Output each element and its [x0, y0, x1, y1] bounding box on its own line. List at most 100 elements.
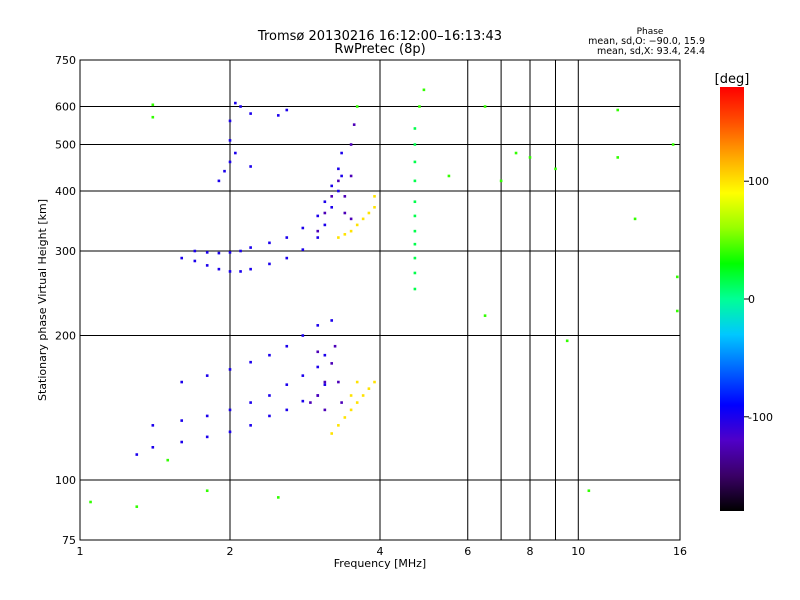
x-tick-label: 1: [77, 545, 84, 558]
data-point: [205, 414, 209, 418]
data-point: [330, 362, 334, 365]
data-point: [514, 151, 518, 155]
data-point: [499, 179, 503, 183]
colorbar-tick-label: 100: [748, 175, 769, 188]
data-point: [239, 105, 242, 108]
data-point: [413, 242, 417, 246]
data-point: [323, 408, 327, 412]
data-point: [418, 105, 421, 108]
data-point: [239, 249, 242, 253]
data-point: [361, 217, 365, 221]
colorbar-tick-label: -100: [748, 411, 773, 424]
data-point: [349, 229, 353, 233]
data-point: [316, 229, 320, 233]
data-point: [205, 264, 209, 267]
data-point: [565, 339, 569, 343]
y-axis: 75 100 200 300 400 500 600 750: [55, 54, 76, 547]
data-point: [316, 350, 320, 354]
data-point: [587, 489, 591, 493]
stats-title: Phase: [637, 27, 664, 37]
data-point: [343, 233, 347, 236]
data-point: [616, 156, 620, 159]
data-point: [355, 105, 359, 108]
data-point: [483, 314, 487, 317]
data-point: [228, 160, 232, 164]
y-tick-label: 200: [55, 330, 76, 343]
data-point: [285, 108, 289, 112]
data-point: [413, 160, 417, 164]
data-point: [413, 229, 417, 233]
data-point: [413, 127, 417, 130]
data-point: [205, 489, 209, 493]
data-point: [413, 271, 417, 275]
data-point: [316, 365, 320, 369]
data-point: [228, 430, 232, 434]
colorbar: [deg] 100 0 -100: [715, 72, 773, 511]
plot-points: [89, 88, 679, 508]
y-tick-label: 300: [55, 245, 76, 258]
y-tick-label: 75: [62, 534, 76, 547]
plot-grid: [80, 60, 680, 540]
data-point: [228, 251, 232, 254]
x-axis: 1 2 4 6 8 10 16: [77, 545, 688, 558]
data-point: [249, 401, 252, 404]
data-point: [337, 189, 340, 193]
data-point: [151, 446, 155, 449]
data-point: [193, 259, 197, 263]
data-point: [330, 184, 334, 188]
data-point: [413, 287, 417, 291]
data-point: [367, 211, 371, 215]
data-point: [228, 270, 232, 273]
data-point: [285, 383, 289, 386]
x-tick-label: 6: [464, 545, 471, 558]
data-point: [633, 217, 637, 221]
x-tick-label: 10: [571, 545, 585, 558]
data-point: [193, 249, 197, 253]
x-tick-label: 4: [377, 545, 384, 558]
data-point: [135, 453, 139, 456]
data-point: [151, 115, 155, 119]
data-point: [249, 267, 252, 271]
data-point: [373, 195, 376, 198]
y-tick-label: 500: [55, 139, 76, 152]
data-point: [337, 167, 340, 171]
data-point: [343, 416, 347, 419]
data-point: [340, 174, 343, 178]
data-point: [316, 324, 320, 327]
data-point: [413, 214, 417, 218]
data-point: [340, 401, 343, 404]
data-point: [135, 505, 139, 508]
data-point: [301, 374, 305, 377]
y-axis-label: Stationary phase Virtual Height [km]: [36, 199, 49, 401]
data-point: [285, 236, 289, 239]
y-tick-label: 100: [55, 474, 76, 487]
data-point: [249, 165, 252, 168]
data-point: [483, 105, 487, 108]
data-point: [349, 394, 353, 397]
data-point: [349, 143, 353, 146]
x-tick-label: 8: [527, 545, 534, 558]
data-point: [234, 101, 237, 105]
data-point: [249, 424, 252, 427]
x-tick-label: 2: [227, 545, 234, 558]
data-point: [355, 223, 359, 227]
data-point: [323, 383, 327, 386]
data-point: [205, 374, 209, 377]
data-point: [330, 432, 334, 435]
data-point: [301, 226, 305, 230]
data-point: [323, 380, 327, 384]
data-point: [349, 408, 353, 412]
data-point: [675, 309, 679, 313]
data-point: [217, 251, 221, 255]
data-point: [349, 174, 353, 178]
data-point: [268, 241, 271, 245]
data-point: [413, 200, 417, 204]
data-point: [239, 270, 242, 273]
data-point: [268, 394, 271, 397]
data-point: [228, 408, 232, 412]
data-point: [301, 399, 305, 403]
stats-line-x: mean, sd,X: 93.4, 24.4: [597, 46, 705, 57]
data-point: [554, 167, 557, 171]
data-point: [268, 414, 271, 418]
data-point: [323, 211, 327, 215]
